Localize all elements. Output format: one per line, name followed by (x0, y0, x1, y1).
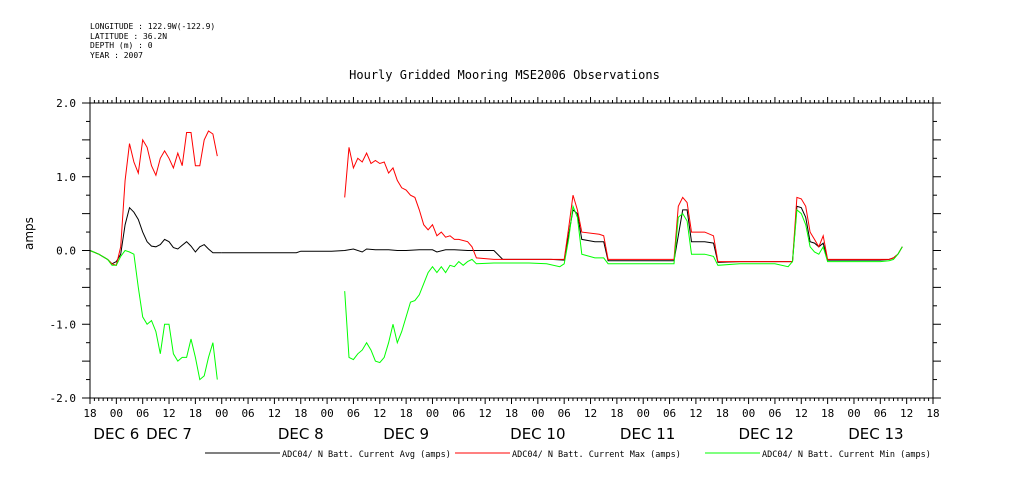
x-day-label: DEC 7 (146, 425, 192, 443)
x-tick-label: 12 (795, 407, 808, 420)
x-tick-label: 06 (874, 407, 887, 420)
x-day-label: DEC 8 (278, 425, 324, 443)
mooring-info: LONGITUDE : 122.9W(-122.9) LATITUDE : 36… (90, 22, 215, 60)
x-day-label: DEC 6 (93, 425, 139, 443)
x-day-label: DEC 13 (848, 425, 903, 443)
x-tick-label: 12 (268, 407, 281, 420)
x-tick-label: 18 (610, 407, 623, 420)
x-day-label: DEC 11 (620, 425, 675, 443)
legend: ADC04/ N Batt. Current Avg (amps) ADC04/ … (205, 450, 931, 460)
x-tick-label: 06 (768, 407, 781, 420)
series-line (344, 147, 903, 263)
x-tick-label: 18 (294, 407, 307, 420)
year-text: YEAR : 2007 (90, 50, 143, 60)
x-tick-label: 18 (83, 407, 96, 420)
series-line (89, 206, 222, 265)
x-tick-label: 12 (689, 407, 702, 420)
y-tick-label: -2.0 (50, 392, 77, 405)
x-tick-label: 18 (505, 407, 518, 420)
x-tick-label: 00 (110, 407, 123, 420)
x-tick-label: 12 (584, 407, 597, 420)
series-layer (89, 130, 903, 381)
x-tick-label: 06 (347, 407, 360, 420)
x-tick-label: 18 (716, 407, 729, 420)
series-line (344, 204, 903, 364)
y-tick-label: 1.0 (56, 171, 76, 184)
x-tick-label: 00 (742, 407, 755, 420)
x-tick-label: 00 (426, 407, 439, 420)
latitude-text: LATITUDE : 36.2N (90, 31, 168, 41)
legend-label: ADC04/ N Batt. Current Min (amps) (762, 450, 931, 460)
longitude-text: LONGITUDE : 122.9W(-122.9) (90, 22, 216, 31)
x-tick-label: 06 (663, 407, 676, 420)
y-tick-label: 0.0 (56, 245, 76, 258)
x-tick-label: 06 (558, 407, 571, 420)
x-tick-label: 00 (320, 407, 333, 420)
series-group (89, 205, 903, 265)
x-tick-label: 12 (373, 407, 386, 420)
series-line (89, 130, 218, 266)
x-tick-label: 00 (531, 407, 544, 420)
plot-frame (89, 102, 934, 399)
x-day-label: DEC 10 (510, 425, 565, 443)
legend-label: ADC04/ N Batt. Current Avg (amps) (282, 450, 451, 460)
legend-label: ADC04/ N Batt. Current Max (amps) (512, 450, 681, 460)
chart-title: Hourly Gridded Mooring MSE2006 Observati… (349, 68, 660, 82)
series-line (221, 205, 903, 263)
x-tick-label: 00 (215, 407, 228, 420)
series-line (89, 249, 218, 381)
series-group (89, 204, 903, 381)
x-tick-label: 18 (821, 407, 834, 420)
x-tick-label: 06 (452, 407, 465, 420)
x-tick-label: 18 (400, 407, 413, 420)
x-day-label: DEC 12 (738, 425, 793, 443)
y-tick-label: 2.0 (56, 97, 76, 110)
depth-text: DEPTH (m) : 0 (90, 41, 153, 50)
x-tick-label: 12 (479, 407, 492, 420)
x-tick-label: 06 (136, 407, 149, 420)
axis-labels: 18 00 06 12 18 00 06 12 18 00 06 12 18 00 06 12 18 00 06 12… (50, 97, 940, 443)
x-tick-label: 18 (926, 407, 939, 420)
x-tick-label: 06 (241, 407, 254, 420)
x-tick-label: 12 (900, 407, 913, 420)
series-group (89, 130, 903, 266)
x-tick-label: 00 (637, 407, 650, 420)
x-tick-label: 18 (189, 407, 202, 420)
x-tick-label: 00 (847, 407, 860, 420)
x-day-label: DEC 9 (383, 425, 429, 443)
x-tick-label: 12 (162, 407, 175, 420)
y-tick-label: -1.0 (50, 318, 77, 331)
